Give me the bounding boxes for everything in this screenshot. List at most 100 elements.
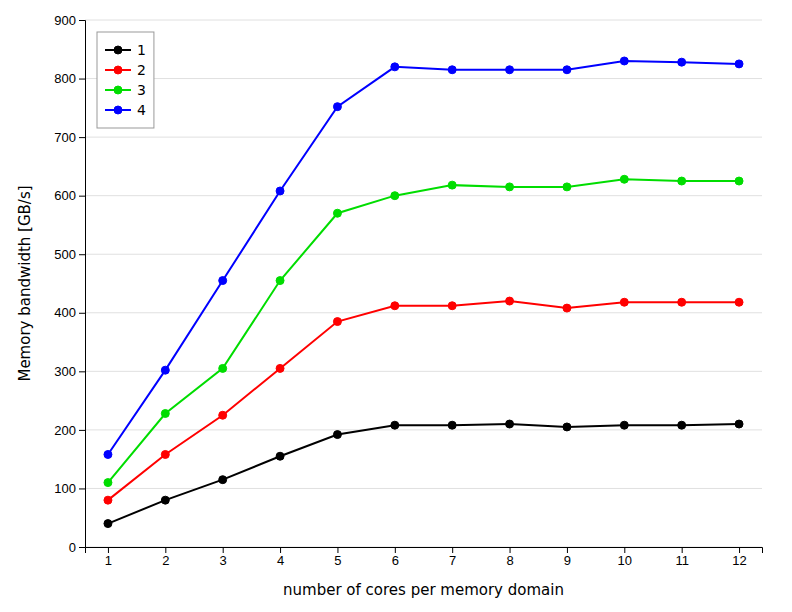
- tick-mark: [223, 547, 224, 553]
- tick-label: 7: [449, 553, 456, 568]
- tick-label: 400: [54, 305, 76, 320]
- tick-mark: [79, 547, 85, 548]
- grid-line: [85, 488, 762, 489]
- point: [448, 302, 456, 310]
- legend-marker: [114, 106, 122, 114]
- legend-marker: [114, 66, 122, 74]
- tick-label: 300: [54, 364, 76, 379]
- point: [563, 66, 571, 74]
- tick-mark: [567, 547, 568, 553]
- grid-line: [85, 78, 762, 79]
- legend-label: 3: [137, 82, 146, 98]
- point: [219, 476, 227, 484]
- legend: 1 2 3 4: [97, 32, 154, 128]
- point: [563, 183, 571, 191]
- point: [506, 66, 514, 74]
- axis-line: [79, 21, 86, 548]
- tick-label: 8: [506, 553, 513, 568]
- grid-line: [85, 429, 762, 430]
- point: [735, 420, 743, 428]
- tick-label: 5: [334, 553, 341, 568]
- tick: 6: [392, 547, 399, 568]
- tick-label: 800: [54, 71, 76, 86]
- grid-line: [85, 254, 762, 255]
- point: [620, 57, 628, 65]
- point: [735, 177, 743, 185]
- legend-label: 2: [137, 62, 146, 78]
- tick: 5: [334, 547, 341, 568]
- point: [678, 298, 686, 306]
- point: [219, 277, 227, 285]
- point: [563, 423, 571, 431]
- point: [333, 318, 341, 326]
- marks: [104, 57, 743, 528]
- legend-label: 4: [137, 102, 146, 118]
- tick-mark: [79, 313, 85, 314]
- point: [333, 431, 341, 439]
- point: [333, 103, 341, 111]
- point: [678, 177, 686, 185]
- tick-label: 12: [732, 553, 746, 568]
- point: [620, 175, 628, 183]
- legend-item: 2: [105, 62, 146, 78]
- y-axis: 0100200300400500600700800900: [54, 13, 85, 555]
- tick: 3: [220, 547, 227, 568]
- tick-label: 9: [564, 553, 571, 568]
- tick: 12: [732, 547, 746, 568]
- tick-mark: [739, 547, 740, 553]
- tick-mark: [624, 547, 625, 553]
- grid-line: [85, 137, 762, 138]
- tick-mark: [79, 79, 85, 80]
- tick-label: 10: [618, 553, 632, 568]
- legend-label: 1: [137, 42, 146, 58]
- plot: 1234567891011120100200300400500600700800…: [54, 13, 762, 569]
- point: [276, 452, 284, 460]
- tick: 1: [105, 547, 112, 568]
- tick-mark: [79, 196, 85, 197]
- point: [678, 58, 686, 66]
- y-axis-title: Memory bandwidth [GB/s]: [16, 185, 34, 381]
- chart: 1234567891011120100200300400500600700800…: [0, 0, 792, 612]
- point: [276, 187, 284, 195]
- point: [104, 450, 112, 458]
- tick-label: 100: [54, 481, 76, 496]
- tick: 9: [564, 547, 571, 568]
- tick-mark: [682, 547, 683, 553]
- point: [276, 364, 284, 372]
- tick-mark: [79, 20, 85, 21]
- point: [161, 496, 169, 504]
- tick-label: 2: [162, 553, 169, 568]
- tick: 2: [162, 547, 169, 568]
- point: [448, 66, 456, 74]
- tick-mark: [510, 547, 511, 553]
- tick: 900: [54, 13, 85, 28]
- tick: 800: [54, 71, 85, 86]
- tick: 700: [54, 130, 85, 145]
- point: [506, 297, 514, 305]
- tick: 500: [54, 247, 85, 262]
- x-axis-title: number of cores per memory domain: [283, 581, 564, 599]
- point: [448, 181, 456, 189]
- tick-mark: [79, 488, 85, 489]
- grid-line: [85, 20, 762, 21]
- tick-label: 6: [392, 553, 399, 568]
- point: [161, 450, 169, 458]
- series-line: [108, 61, 739, 454]
- tick-mark: [165, 547, 166, 553]
- point: [506, 420, 514, 428]
- point: [506, 183, 514, 191]
- series-line: [108, 179, 739, 482]
- point: [391, 302, 399, 310]
- tick-label: 0: [69, 540, 76, 555]
- tick: 0: [69, 540, 85, 555]
- grid-line: [85, 312, 762, 313]
- point: [104, 520, 112, 528]
- legend-item: 3: [105, 82, 146, 98]
- tick-label: 900: [54, 13, 76, 28]
- tick: 300: [54, 364, 85, 379]
- point: [219, 364, 227, 372]
- tick-mark: [79, 430, 85, 431]
- point: [104, 479, 112, 487]
- tick: 4: [277, 547, 284, 568]
- tick-label: 200: [54, 423, 76, 438]
